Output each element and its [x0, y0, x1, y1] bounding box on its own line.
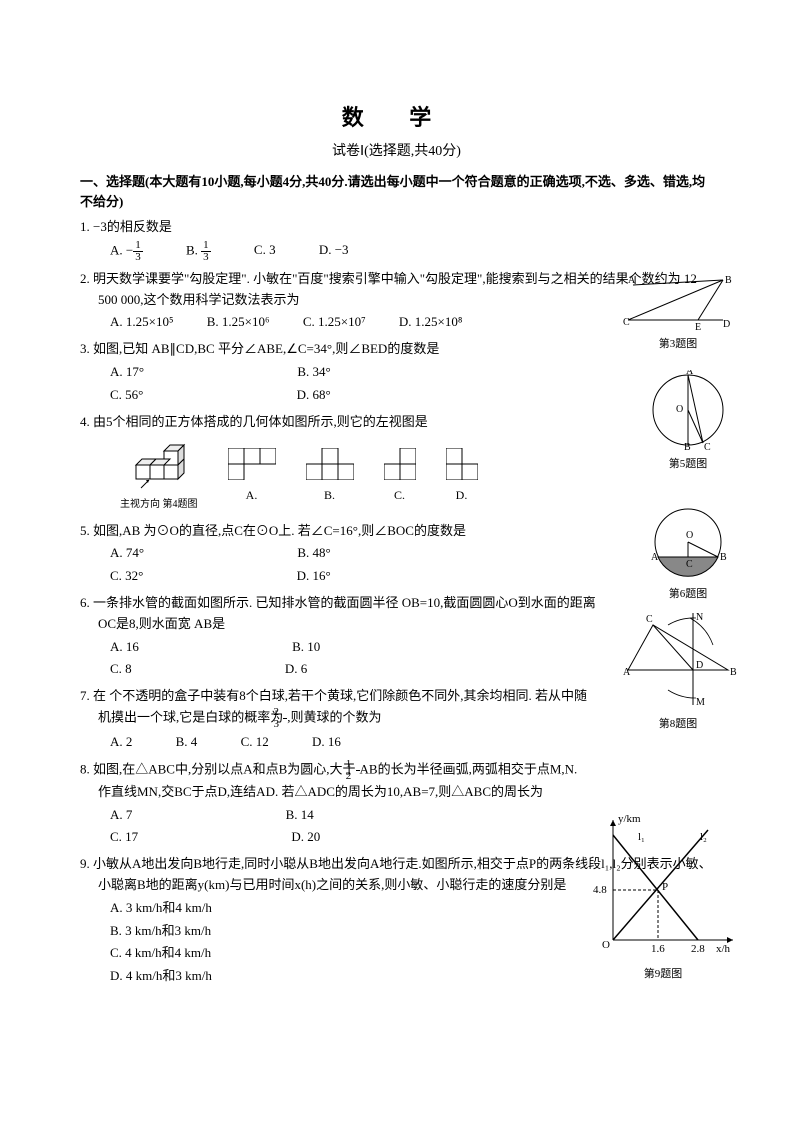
- svg-text:B: B: [725, 275, 732, 286]
- q4-3d-figure: 主视方向 第4题图: [120, 440, 198, 512]
- q8-stem: 8. 如图,在△ABC中,分别以点A和点B为圆心,大于12AB的长为半径画弧,两…: [80, 759, 713, 803]
- figure-q5: A B C O 第5题图: [643, 370, 733, 471]
- fig5-caption: 第5题图: [643, 455, 733, 471]
- q7-opt-d: D. 16: [312, 732, 341, 753]
- question-2: 2. 明天数学课要学"勾股定理". 小敏在"百度"搜索引擎中输入"勾股定理",能…: [80, 269, 713, 333]
- q7-opt-a: A. 2: [110, 732, 132, 753]
- svg-text:x/h: x/h: [716, 943, 731, 955]
- section-header: 一、选择题(本大题有10小题,每小题4分,共40分.请选出每小题中一个符合题意的…: [80, 172, 713, 211]
- q4-opt-d: D.: [446, 448, 478, 505]
- svg-text:A: A: [651, 552, 659, 563]
- q8-opt-c: C. 17: [110, 827, 138, 848]
- svg-text:D: D: [696, 660, 703, 671]
- question-4: 4. 由5个相同的正方体搭成的几何体如图所示,则它的左视图是 主视方向 第4题图…: [80, 412, 713, 513]
- svg-text:C: C: [686, 559, 693, 570]
- question-3: 3. 如图,已知 AB∥CD,BC 平分∠ABE,∠C=34°,则∠BED的度数…: [80, 339, 713, 405]
- q9-opt-c: C. 4 km/h和4 km/h: [110, 943, 713, 964]
- q5-opt-c: C. 32°: [110, 566, 143, 587]
- q3-opt-b: B. 34°: [297, 362, 330, 383]
- svg-text:A: A: [628, 275, 636, 286]
- page-subtitle: 试卷Ⅰ(选择题,共40分): [80, 140, 713, 160]
- q7-opt-c: C. 12: [241, 732, 269, 753]
- svg-text:A: A: [623, 667, 631, 678]
- svg-text:E: E: [695, 322, 701, 330]
- q9-stem: 9. 小敏从A地出发向B地行走,同时小聪从B地出发向A地行走.如图所示,相交于点…: [80, 854, 713, 896]
- q2-opt-b: B. 1.25×10⁶: [207, 312, 270, 333]
- svg-text:O: O: [676, 404, 683, 415]
- fig8-caption: 第8题图: [618, 715, 738, 731]
- q4-opt-a: A.: [228, 448, 276, 505]
- question-5: 5. 如图,AB 为⊙O的直径,点C在⊙O上. 若∠C=16°,则∠BOC的度数…: [80, 521, 713, 587]
- q8-opt-b: B. 14: [286, 805, 314, 826]
- svg-text:B: B: [720, 552, 727, 563]
- q9-opt-a: A. 3 km/h和4 km/h: [110, 898, 713, 919]
- q4-opt-c: C.: [384, 448, 416, 505]
- q3-opt-a: A. 17°: [110, 362, 144, 383]
- svg-text:N: N: [696, 612, 703, 623]
- q6-opt-c: C. 8: [110, 659, 132, 680]
- svg-text:C: C: [646, 614, 653, 625]
- svg-text:l₁: l₁: [638, 831, 645, 843]
- q2-opt-c: C. 1.25×10⁷: [303, 312, 366, 333]
- svg-text:D: D: [723, 319, 730, 330]
- q5-opt-d: D. 16°: [297, 566, 331, 587]
- svg-text:l₂: l₂: [700, 831, 707, 843]
- q2-opt-a: A. 1.25×10⁵: [110, 312, 174, 333]
- q7-opt-b: B. 4: [176, 732, 198, 753]
- page-title: 数 学: [80, 100, 713, 132]
- figure-q6: A B C O 第6题图: [643, 505, 733, 601]
- q8-opt-a: A. 7: [110, 805, 132, 826]
- q5-opt-a: A. 74°: [110, 543, 144, 564]
- q6-opt-b: B. 10: [292, 637, 320, 658]
- svg-text:C: C: [704, 442, 711, 450]
- q4-stem: 4. 由5个相同的正方体搭成的几何体如图所示,则它的左视图是: [80, 412, 713, 433]
- svg-text:A: A: [686, 370, 694, 377]
- q1-opt-b: B. 13: [186, 240, 211, 263]
- q9-opt-b: B. 3 km/h和3 km/h: [110, 921, 713, 942]
- q8-opt-d: D. 20: [291, 827, 320, 848]
- question-1: 1. −3的相反数是 A. −13 B. 13 C. 3 D. −3: [80, 217, 713, 263]
- q2-opt-d: D. 1.25×10⁸: [399, 312, 463, 333]
- q1-stem: 1. −3的相反数是: [80, 217, 713, 238]
- q4-opt-b: B.: [306, 448, 354, 505]
- svg-text:C: C: [623, 317, 630, 328]
- svg-text:B: B: [684, 442, 691, 450]
- q9-opt-d: D. 4 km/h和3 km/h: [110, 966, 713, 987]
- q2-stem: 2. 明天数学课要学"勾股定理". 小敏在"百度"搜索引擎中输入"勾股定理",能…: [80, 269, 713, 311]
- q6-opt-d: D. 6: [285, 659, 307, 680]
- q3-stem: 3. 如图,已知 AB∥CD,BC 平分∠ABE,∠C=34°,则∠BED的度数…: [80, 339, 713, 360]
- q5-stem: 5. 如图,AB 为⊙O的直径,点C在⊙O上. 若∠C=16°,则∠BOC的度数…: [80, 521, 713, 542]
- q3-opt-c: C. 56°: [110, 385, 143, 406]
- svg-text:y/km: y/km: [618, 813, 641, 825]
- q6-opt-a: A. 16: [110, 637, 139, 658]
- svg-text:B: B: [730, 667, 737, 678]
- q5-opt-b: B. 48°: [297, 543, 330, 564]
- q1-opt-a: A. −13: [110, 240, 143, 263]
- question-9: 9. 小敏从A地出发向B地行走,同时小聪从B地出发向A地行走.如图所示,相交于点…: [80, 854, 713, 987]
- svg-text:M: M: [696, 697, 705, 708]
- figure-q8: A B C D N M 第8题图: [618, 610, 738, 731]
- q3-opt-d: D. 68°: [297, 385, 331, 406]
- q1-opt-c: C. 3: [254, 240, 276, 261]
- q1-opt-d: D. −3: [319, 240, 349, 261]
- svg-text:O: O: [686, 530, 693, 541]
